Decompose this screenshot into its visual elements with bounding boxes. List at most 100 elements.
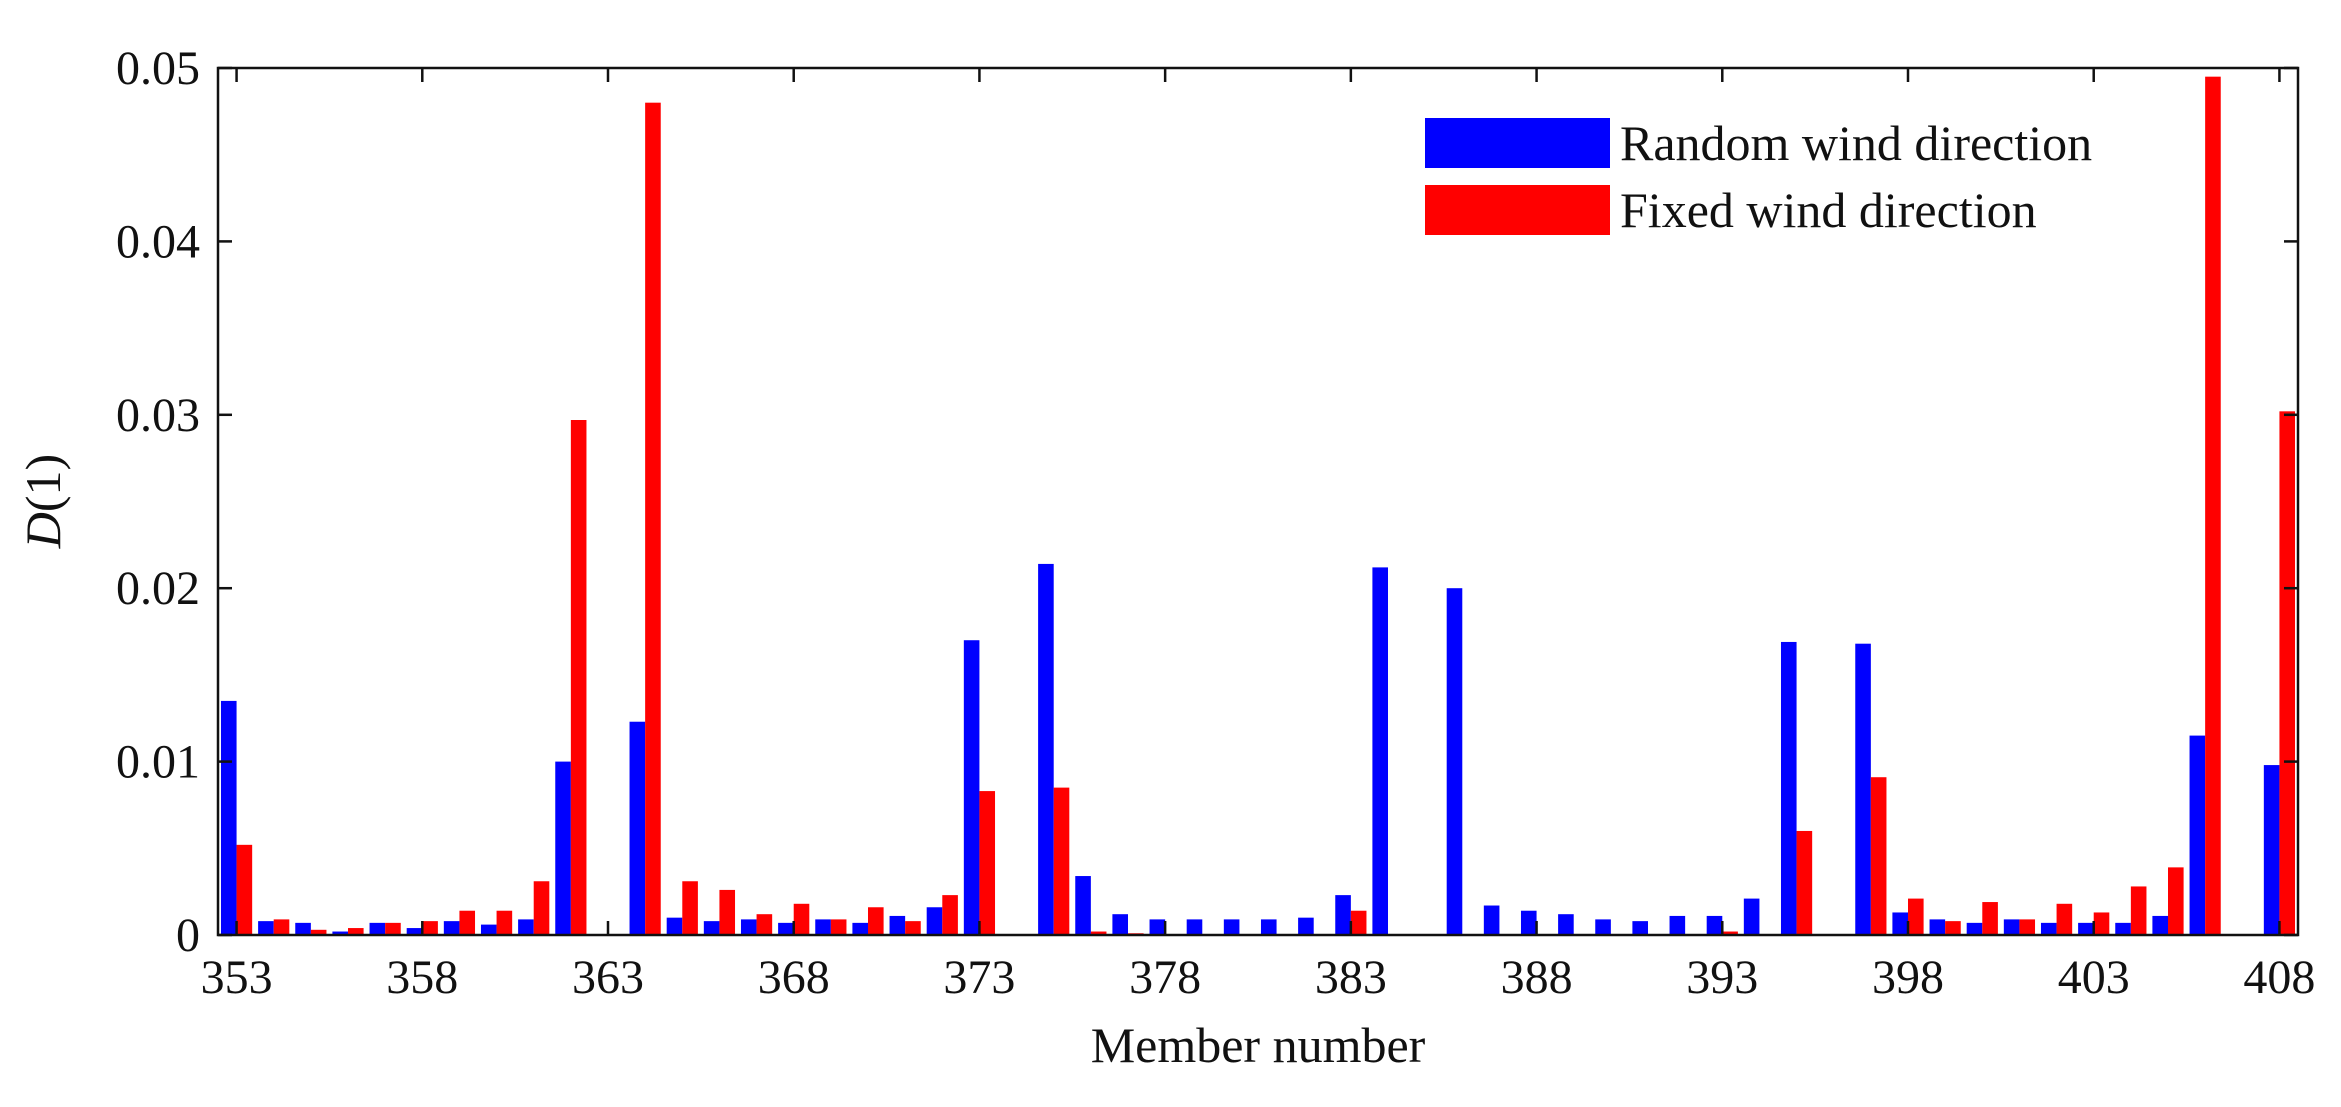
bar-fixed-406 [2205, 76, 2221, 936]
bar-random-389 [1558, 914, 1574, 935]
bar-fixed-359 [459, 910, 476, 935]
bar-random-370 [852, 922, 868, 935]
bar-random-388 [1520, 910, 1537, 935]
bar-fixed-403 [2093, 912, 2110, 935]
bar-random-399 [1929, 919, 1946, 935]
bar-fixed-373 [979, 791, 996, 935]
bar-random-390 [1595, 919, 1611, 935]
bar-fixed-400 [1982, 902, 1998, 935]
y-tick-label: 0.04 [116, 215, 200, 268]
bar-fixed-402 [2056, 903, 2073, 935]
x-tick-label: 398 [1872, 951, 1944, 1004]
bar-fixed-369 [830, 919, 847, 935]
bar-random-354 [258, 921, 274, 935]
bar-random-378 [1149, 919, 1166, 935]
bar-random-406 [2189, 735, 2206, 935]
bar-random-356 [332, 931, 348, 935]
bar-random-355 [295, 922, 311, 935]
bar-fixed-361 [533, 881, 550, 935]
x-axis-ticks: 353 358 363 368 373 378 383 388 393 398 403 408 [201, 68, 2315, 1004]
bar-random-391 [1632, 921, 1648, 935]
bar-random-387 [1483, 905, 1500, 935]
bar-fixed-370 [868, 907, 884, 935]
bar-random-404 [2115, 922, 2131, 935]
plot-frame [216, 66, 2300, 937]
bar-random-405 [2152, 915, 2168, 935]
bar-fixed-371 [905, 921, 921, 935]
y-tick-label: 0.05 [116, 42, 200, 95]
bar-random-377 [1112, 914, 1128, 935]
legend-label-random: Random wind direction [1620, 115, 2092, 171]
bar-random-371 [889, 915, 906, 935]
x-tick-label: 358 [386, 951, 458, 1004]
bar-random-382 [1298, 917, 1314, 935]
bar-fixed-357 [385, 922, 401, 935]
bar-fixed-375 [1053, 787, 1070, 935]
bar-random-384 [1372, 567, 1388, 935]
bar-fixed-383 [1350, 910, 1367, 935]
bar-random-398 [1892, 912, 1908, 935]
x-tick-label: 403 [2058, 951, 2130, 1004]
bar-random-393 [1706, 915, 1723, 935]
bar-fixed-354 [273, 919, 290, 935]
bar-random-375 [1038, 563, 1054, 935]
bar-fixed-365 [682, 881, 698, 935]
bar-random-364 [629, 721, 646, 935]
bar-random-408 [2263, 765, 2280, 935]
bar-fixed-395 [1796, 830, 1813, 935]
bar-fixed-366 [719, 889, 736, 935]
bar-fixed-404 [2130, 886, 2147, 935]
bar-fixed-405 [2168, 867, 2184, 935]
bar-fixed-376 [1090, 931, 1107, 935]
bar-fixed-398 [1908, 898, 1924, 935]
bar-fixed-355 [310, 929, 327, 935]
bar-fixed-372 [942, 895, 958, 935]
bar-random-392 [1669, 915, 1686, 935]
bar-random-367 [740, 919, 757, 935]
y-axis-label-symbol: D [15, 512, 71, 549]
y-axis-label: D(1) [15, 454, 71, 549]
bar-fixed-368 [793, 903, 810, 935]
x-tick-label: 368 [758, 951, 830, 1004]
bar-random-360 [480, 924, 497, 935]
bar-fixed-399 [1945, 921, 1961, 935]
bar-random-395 [1780, 641, 1797, 935]
x-tick-label: 378 [1129, 951, 1201, 1004]
bar-random-394 [1743, 898, 1760, 935]
bar-random-400 [1966, 922, 1983, 935]
bar-fixed-356 [348, 928, 364, 935]
y-tick-label: 0 [176, 909, 200, 962]
bar-random-379 [1186, 919, 1203, 935]
bar-random-402 [2040, 922, 2057, 935]
x-tick-label: 353 [201, 951, 273, 1004]
legend: Random wind direction Fixed wind directi… [1425, 115, 2092, 238]
x-tick-label: 408 [2243, 951, 2315, 1004]
bar-random-401 [2003, 919, 2020, 935]
x-tick-label: 383 [1315, 951, 1387, 1004]
x-tick-label: 388 [1501, 951, 1573, 1004]
legend-swatch-fixed [1425, 185, 1610, 235]
x-tick-label: 363 [572, 951, 644, 1004]
bar-random-362 [555, 761, 571, 935]
bar-random-373 [963, 640, 980, 935]
bar-fixed-364 [645, 102, 661, 936]
x-tick-label: 373 [943, 951, 1015, 1004]
bar-random-353 [220, 700, 237, 935]
bar-random-403 [2078, 922, 2094, 935]
bar-random-383 [1335, 895, 1351, 935]
bar-fixed-358 [422, 921, 438, 935]
y-axis-ticks: 0 0.01 0.02 0.03 0.04 0.05 [116, 42, 2298, 962]
bar-fixed-360 [496, 910, 513, 935]
legend-swatch-random [1425, 118, 1610, 168]
y-tick-label: 0.01 [116, 736, 200, 789]
bar-fixed-401 [2019, 919, 2036, 935]
bar-random-357 [369, 922, 386, 935]
legend-label-fixed: Fixed wind direction [1620, 182, 2037, 238]
bar-random-366 [703, 921, 720, 935]
y-tick-label: 0.03 [116, 389, 200, 442]
bar-fixed-362 [570, 420, 587, 935]
bar-random-397 [1855, 643, 1871, 935]
bar-fixed-408 [2279, 411, 2296, 936]
